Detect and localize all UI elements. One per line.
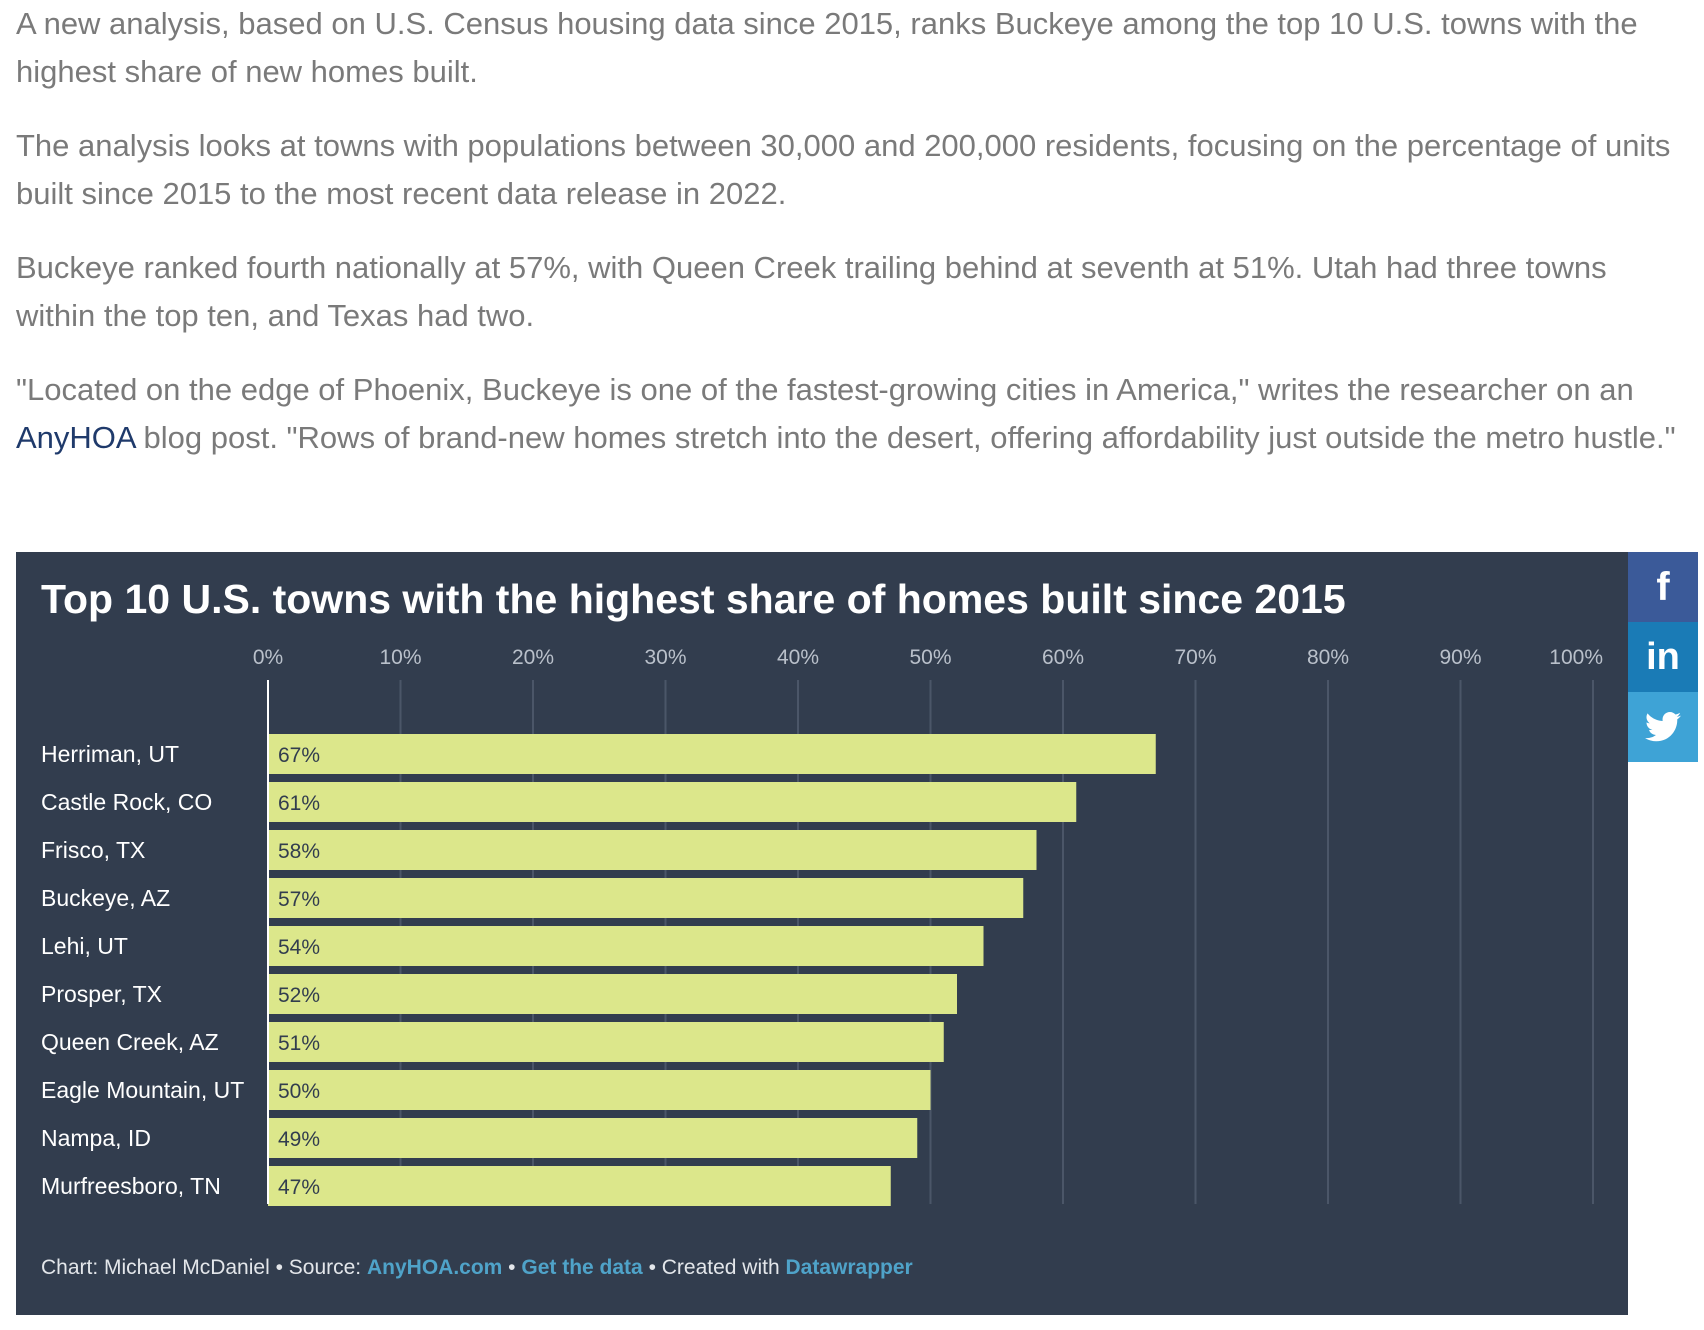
article-paragraph-4: "Located on the edge of Phoenix, Buckeye… [16,366,1691,462]
article-paragraph-4-text: "Located on the edge of Phoenix, Buckeye… [16,372,1634,407]
x-tick-label: 90% [1439,646,1481,669]
x-tick-label: 30% [644,646,686,669]
article-paragraph-3: Buckeye ranked fourth nationally at 57%,… [16,250,1607,333]
source-link[interactable]: AnyHOA.com [366,1256,503,1279]
bar [268,1118,918,1158]
value-label: 50% [278,1080,320,1103]
bar [268,782,1077,822]
value-label: 54% [278,936,320,959]
twitter-icon [1645,712,1681,742]
bar [268,974,957,1014]
x-tick-label: 70% [1174,646,1216,669]
get-the-data-link[interactable]: Get the data [521,1256,643,1279]
bar [268,1166,891,1206]
x-tick-label: 80% [1307,646,1349,669]
bar [268,1070,931,1110]
footer-credit: Chart: Michael McDaniel • Source: [41,1256,367,1279]
category-label: Herriman, UT [41,741,179,767]
chart-container: Top 10 U.S. towns with the highest share… [16,552,1628,1315]
category-label: Prosper, TX [41,981,162,1007]
x-tick-label: 20% [512,646,554,669]
category-label: Murfreesboro, TN [41,1173,221,1199]
linkedin-share-button[interactable]: in [1628,622,1698,692]
facebook-share-button[interactable]: f [1628,552,1698,622]
bar [268,734,1156,774]
x-tick-label: 50% [909,646,951,669]
category-label: Castle Rock, CO [41,789,212,815]
bar-chart: 0% 10% 20% 30% 40% 50% 60% 70% 80% 90% 100% Herrima… [41,646,1603,1206]
footer-created-with: • Created with [642,1256,786,1279]
article-paragraph-2: The analysis looks at towns with populat… [16,128,1671,211]
chart-title: Top 10 U.S. towns with the highest share… [41,576,1346,622]
x-tick-label: 10% [379,646,421,669]
category-label: Eagle Mountain, UT [41,1077,244,1103]
value-label: 58% [278,840,320,863]
x-tick-label: 0% [253,646,283,669]
x-tick-label: 60% [1042,646,1084,669]
twitter-share-button[interactable] [1628,692,1698,762]
bar [268,926,984,966]
value-label: 49% [278,1128,320,1151]
x-tick-label: 100% [1549,646,1603,669]
bar [268,878,1024,918]
value-label: 61% [278,792,320,815]
bar [268,1022,944,1062]
x-tick-label: 40% [777,646,819,669]
category-label: Nampa, ID [41,1125,151,1151]
value-label: 51% [278,1032,320,1055]
category-label: Frisco, TX [41,837,145,863]
category-label: Lehi, UT [41,933,128,959]
datawrapper-link[interactable]: Datawrapper [785,1256,913,1279]
footer-separator: • [502,1256,522,1279]
chart-footer: Chart: Michael McDaniel • Source: AnyHOA… [41,1256,913,1280]
linkedin-icon: in [1646,635,1680,678]
article-paragraph-1: A new analysis, based on U.S. Census hou… [16,6,1638,89]
bar [268,830,1037,870]
article-body: A new analysis, based on U.S. Census hou… [16,0,1691,488]
value-label: 47% [278,1176,320,1199]
facebook-icon: f [1656,564,1670,609]
category-label: Queen Creek, AZ [41,1029,219,1055]
value-label: 57% [278,888,320,911]
anyhoa-link[interactable]: AnyHOA [16,420,135,455]
value-label: 67% [278,744,320,767]
category-label: Buckeye, AZ [41,885,170,911]
value-label: 52% [278,984,320,1007]
article-paragraph-4-text-end: blog post. "Rows of brand-new homes stre… [134,420,1676,455]
